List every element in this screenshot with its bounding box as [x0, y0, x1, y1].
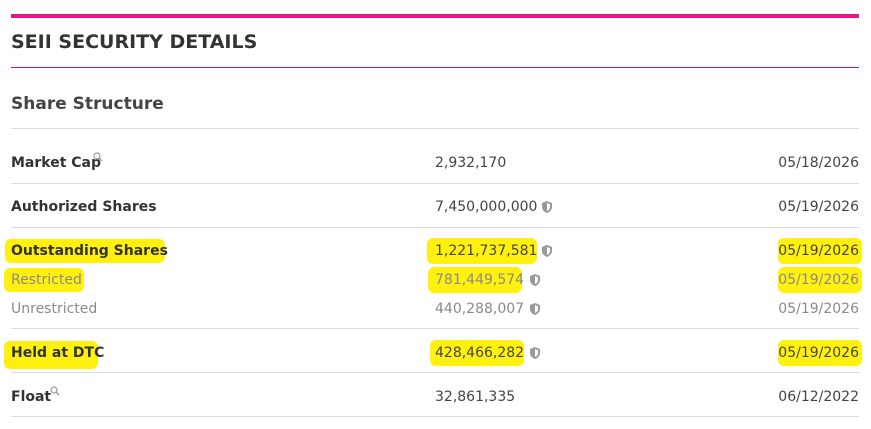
highlight: [4, 268, 84, 292]
divider: [11, 328, 859, 329]
shield-icon[interactable]: [529, 273, 541, 287]
row-value: 2,932,170: [435, 155, 507, 171]
highlight: [427, 238, 537, 264]
row-value: 781,449,574: [435, 272, 525, 288]
row-label: Market Cap: [11, 155, 102, 171]
row-value: 32,861,335: [435, 389, 516, 405]
highlight: [778, 267, 862, 293]
row-label: Float: [11, 389, 52, 405]
row-date: 05/19/2026: [778, 243, 859, 259]
highlight: [778, 340, 862, 366]
row-date: 05/19/2026: [778, 345, 859, 361]
divider: [11, 416, 859, 417]
divider: [11, 183, 859, 184]
highlight: [5, 239, 165, 263]
shield-icon[interactable]: [529, 346, 541, 360]
shield-icon[interactable]: [541, 200, 553, 214]
info-icon[interactable]: [93, 152, 103, 162]
row-label: Authorized Shares: [11, 199, 157, 215]
info-icon[interactable]: [50, 386, 60, 396]
divider: [11, 227, 859, 228]
highlight: [778, 238, 862, 264]
row-date: 05/19/2026: [778, 301, 859, 317]
row-value: 440,288,007: [435, 301, 525, 317]
row-date: 06/12/2022: [778, 389, 859, 405]
section-title: Share Structure: [11, 94, 164, 114]
row-label: Held at DTC: [11, 345, 105, 361]
row-value: 428,466,282: [435, 345, 525, 361]
row-date: 05/18/2026: [778, 155, 859, 171]
page-title: SEII SECURITY DETAILS: [11, 31, 258, 53]
row-label: Outstanding Shares: [11, 243, 168, 259]
accent-bar: [11, 14, 859, 18]
divider: [11, 128, 859, 129]
highlight: [428, 267, 522, 293]
shield-icon[interactable]: [541, 244, 553, 258]
divider: [11, 67, 859, 68]
row-date: 05/19/2026: [778, 272, 859, 288]
divider: [11, 372, 859, 373]
row-value: 1,221,737,581: [435, 243, 538, 259]
highlight: [4, 341, 98, 369]
row-label: Restricted: [11, 272, 82, 288]
row-label: Unrestricted: [11, 301, 98, 317]
row-date: 05/19/2026: [778, 199, 859, 215]
shield-icon[interactable]: [529, 302, 541, 316]
highlight: [430, 340, 524, 366]
row-value: 7,450,000,000: [435, 199, 538, 215]
